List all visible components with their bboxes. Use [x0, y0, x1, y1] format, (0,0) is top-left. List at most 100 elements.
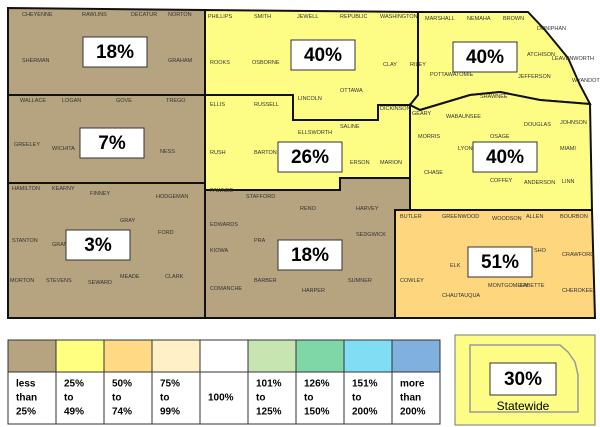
statewide: 30% Statewide: [454, 334, 596, 426]
county-name: JEFFERSON: [518, 74, 551, 80]
county-name: STEVENS: [46, 278, 72, 284]
legend-swatch: [295, 339, 345, 373]
county-name: CHAUTAUQUA: [442, 293, 480, 299]
percent-box: [65, 229, 131, 261]
county-name: COWLEY: [400, 278, 424, 284]
legend-label: to: [112, 393, 121, 404]
percent-box: [277, 141, 343, 173]
county-name: DICKINSON: [380, 106, 411, 112]
legend-label: 200%: [400, 407, 426, 418]
region-percent: 18%: [291, 245, 329, 266]
county-name: ELK: [450, 263, 461, 269]
county-name: PHILLIPS: [208, 14, 232, 20]
county-name: CLARK: [165, 274, 184, 280]
county-name: ANDERSON: [524, 180, 555, 186]
county-name: SMITH: [254, 14, 271, 20]
county-name: BROWN: [503, 16, 524, 22]
legend-label: to: [256, 393, 265, 404]
county-name: REPUBLIC: [340, 14, 368, 20]
legend-label: to: [304, 393, 313, 404]
county-name: GOVE: [116, 98, 132, 104]
county-name: LINCOLN: [298, 96, 322, 102]
county-name: MONTGOMERY: [488, 283, 529, 289]
legend-cell: [55, 371, 105, 425]
legend-label: 75%: [160, 379, 180, 390]
county-name: TREGO: [166, 98, 186, 104]
legend-label: than: [400, 393, 421, 404]
county-name: LEAVENWORTH: [552, 56, 594, 62]
county-name: WYANDOTTE: [572, 78, 600, 84]
county-name: CLAY: [383, 62, 397, 68]
county-name: JEWELL: [297, 14, 318, 20]
county-name: BUTLER: [400, 214, 422, 220]
legend-label: more: [400, 379, 425, 390]
county-name: CHEYENNE: [22, 12, 53, 18]
county-name: ERSON: [350, 160, 370, 166]
legend-label: to: [352, 393, 361, 404]
legend-swatch: [391, 339, 441, 373]
county-name: CHASE: [424, 170, 443, 176]
county-name: GREENWOOD: [442, 214, 479, 220]
percent-box: [277, 239, 343, 271]
county-name: STAFFORD: [246, 194, 275, 200]
county-name: MORTON: [10, 278, 34, 284]
county-name: COMANCHE: [210, 286, 242, 292]
legend-cell: [151, 371, 201, 425]
county-name: OTTAWA: [340, 88, 363, 94]
legend-label: 125%: [256, 407, 282, 418]
region-percent: 40%: [486, 147, 524, 168]
region-percent: 3%: [84, 235, 112, 256]
county-name: ELLSWORTH: [298, 130, 332, 136]
county-name: SEWARD: [88, 280, 112, 286]
county-name: ROOKS: [210, 60, 230, 66]
kansas-outline: [469, 344, 579, 413]
county-name: DOUGLAS: [524, 122, 551, 128]
county-name: SEDGWICK: [356, 232, 386, 238]
legend-label: less: [16, 379, 36, 390]
region-percent: 26%: [291, 147, 329, 168]
county-name: BOURBON: [560, 214, 588, 220]
legend-swatch: [103, 339, 153, 373]
county-name: COFFEY: [490, 178, 513, 184]
legend-cell: [391, 371, 441, 425]
county-name: RILEY: [410, 62, 426, 68]
county-name: GEARY: [412, 111, 431, 117]
county-name: BARTON: [254, 150, 277, 156]
county-name: WICHITA: [52, 146, 75, 152]
legend-label: 151%: [352, 379, 378, 390]
legend-label: 49%: [64, 407, 84, 418]
legend-swatch: [151, 339, 201, 373]
county-name: SUMNER: [348, 278, 372, 284]
legend-label: to: [64, 393, 73, 404]
legend-cell: [295, 371, 345, 425]
labels: CHEYENNE RAWLINS DECATUR NORTON SHERMAN GRAHA…: [10, 12, 600, 299]
county-name: KIOWA: [210, 248, 228, 254]
region-percent: 7%: [98, 133, 126, 154]
statewide-percent-box: [489, 362, 557, 396]
legend-label: 150%: [304, 407, 330, 418]
county-name: MEADE: [120, 274, 140, 280]
legend-label: 126%: [304, 379, 330, 390]
legend-cell: [343, 371, 393, 425]
legend-label: 200%: [352, 407, 378, 418]
legend-label: 74%: [112, 407, 132, 418]
county-name: MORRIS: [418, 134, 440, 140]
county-name: NORTON: [168, 12, 192, 18]
percent-box: [79, 127, 145, 159]
county-name: RENO: [300, 206, 317, 212]
county-name: GREELEY: [14, 142, 40, 148]
county-name: RAWLINS: [82, 12, 107, 18]
county-name: OSAGE: [490, 134, 510, 140]
county-name: FINNEY: [90, 191, 111, 197]
county-name: LINN: [562, 179, 575, 185]
county-name: LOGAN: [62, 98, 81, 104]
county-name: SALINE: [340, 124, 360, 130]
county-name: STANTON: [12, 238, 38, 244]
county-name: SHO: [534, 248, 547, 254]
county-name: NEMAHA: [467, 16, 491, 22]
county-name: CHEROKEE: [562, 288, 593, 294]
county-name: RUSSELL: [254, 102, 279, 108]
percent-box: [472, 141, 538, 173]
county-name: WOODSON: [492, 216, 522, 222]
county-name: CRAWFORD: [562, 252, 594, 258]
